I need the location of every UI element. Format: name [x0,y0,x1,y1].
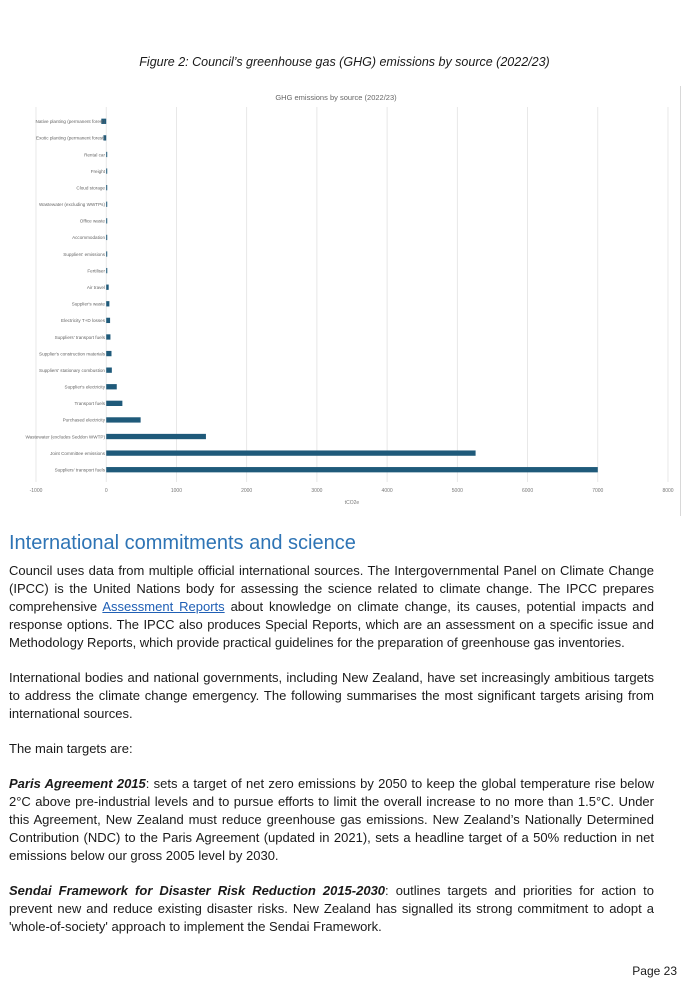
category-label: Transport fuels [75,401,106,406]
bar [106,185,108,191]
ghg-bar-chart: GHG emissions by source (2022/23) -1000 0 1… [8,86,681,516]
category-label: Freight [91,169,106,174]
x-tick-label: 6000 [522,488,533,494]
category-label: Purchased electricity [63,418,106,423]
category-label: Joint Committee emissions [50,451,106,456]
category-label: Wastewater (excluding WWTPs) [39,202,105,207]
paragraph-paris: Paris Agreement 2015: sets a target of n… [9,775,654,865]
category-label: Suppliers' transport fuels [55,335,106,340]
category-label: Rental car [84,152,105,157]
bar [106,234,108,241]
paragraph-ipcc: Council uses data from multiple official… [9,562,654,652]
chart-svg: GHG emissions by source (2022/23) -1000 0 1… [26,93,674,506]
paragraph-sendai: Sendai Framework for Disaster Risk Reduc… [9,882,654,936]
section-body: Council uses data from multiple official… [9,562,654,953]
category-label: Electricity T+D losses [61,318,106,323]
x-tick-label: 8000 [662,488,673,494]
bar [106,400,123,406]
bar [106,467,598,473]
bar [106,267,108,274]
category-label: Cloud storage [76,185,105,190]
bar [106,201,108,207]
bar [106,334,111,340]
bar [106,317,111,324]
category-label: Office waste [80,219,106,224]
x-tick-label: 3000 [311,488,322,494]
category-label: Suppliers' stationary combustion [39,368,105,373]
sendai-title: Sendai Framework for Disaster Risk Reduc… [9,883,386,898]
bar [106,367,112,373]
category-label: Supplier's construction materials [39,351,106,356]
x-axis-label: tCO2e [345,500,360,506]
category-label: Wastewater (excludes Seddon WWTP) [26,434,106,439]
bar [101,118,107,124]
category-label: Exotic planting (permanent forest) [36,136,105,141]
bar [106,251,108,257]
bar [106,284,109,290]
bar [106,417,141,423]
x-tick-label: -1000 [30,488,43,494]
bar [106,350,112,357]
category-label: Supplier's electricity [65,385,106,390]
category-label: Air travel [87,285,105,290]
section-heading: International commitments and science [9,532,356,554]
paris-title: Paris Agreement 2015 [9,776,146,791]
bar [106,168,108,174]
bar [106,450,476,456]
bar [103,135,107,141]
bar [106,218,108,224]
category-label: Supplier's waste [72,302,106,307]
bar [106,301,110,307]
paragraph-main-targets: The main targets are: [9,741,133,756]
ipcc-text-start: Council uses data from multiple official… [9,563,654,614]
x-tick-label: 1000 [171,488,182,494]
paragraph-targets-intro: International bodies and national govern… [9,670,654,721]
bar [106,433,206,440]
category-label: Fertiliser [87,268,105,273]
x-tick-label: 2000 [241,488,252,494]
bar [106,151,108,158]
page-number: Page 23 [632,964,677,978]
chart-title: GHG emissions by source (2022/23) [275,93,397,102]
category-label: Suppliers' transport fuels [55,468,106,473]
category-label: Suppliers' emissions [63,252,105,257]
ipcc-text-end: about knowledge on climate change, its c… [9,599,654,650]
paris-text: : sets a target of net zero emissions by… [9,776,655,863]
x-tick-label: 5000 [452,488,463,494]
category-label: Native planting (permanent forest) [36,119,106,124]
category-label: Accommodation [72,235,105,240]
assessment-reports-link[interactable]: Assessment Reports [102,599,225,614]
bar [106,384,117,390]
x-tick-label: 7000 [592,488,603,494]
x-tick-label: 0 [105,488,108,494]
x-tick-label: 4000 [382,488,393,494]
figure-caption: Figure 2: Council’s greenhouse gas (GHG)… [139,55,550,69]
sendai-text: : outlines targets and priorities for ac… [9,883,654,934]
